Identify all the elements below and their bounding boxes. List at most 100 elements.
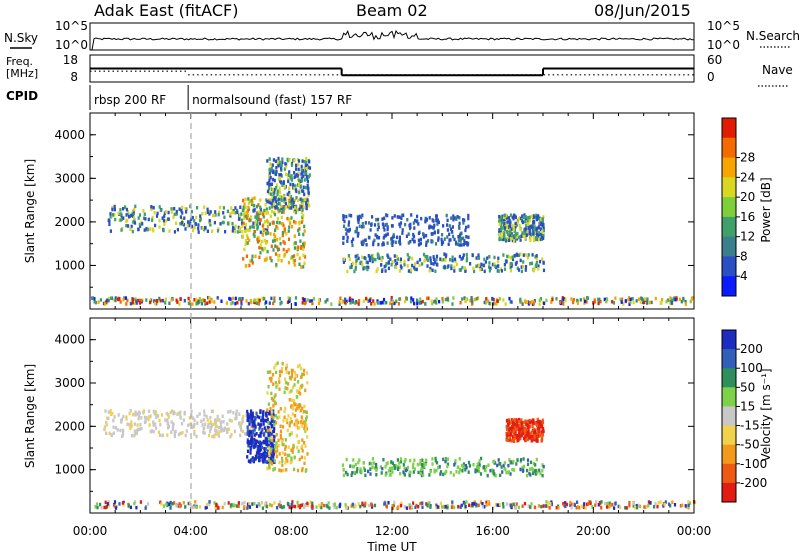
data-point <box>272 373 275 377</box>
data-point <box>500 465 503 469</box>
data-point <box>281 505 284 510</box>
data-point <box>387 255 390 259</box>
data-point <box>183 298 186 303</box>
data-point <box>416 260 419 265</box>
data-point <box>344 503 347 507</box>
data-point <box>264 454 267 459</box>
data-point <box>435 297 438 301</box>
data-point <box>512 502 515 507</box>
data-point <box>383 216 386 221</box>
data-point <box>250 425 253 429</box>
data-point <box>364 473 367 478</box>
data-point <box>435 254 439 259</box>
data-point <box>514 426 517 431</box>
data-point <box>290 174 293 178</box>
data-point <box>172 411 175 416</box>
data-point <box>386 227 389 232</box>
data-point <box>268 439 271 443</box>
data-point <box>435 214 438 218</box>
data-point <box>272 447 275 452</box>
data-point <box>377 242 380 247</box>
data-point <box>245 254 248 258</box>
data-point <box>413 226 416 230</box>
data-point <box>526 462 530 467</box>
data-point <box>274 393 277 397</box>
data-point <box>269 412 272 416</box>
data-point <box>507 438 510 443</box>
data-point <box>517 417 520 422</box>
data-point <box>369 467 372 471</box>
data-point <box>226 430 229 434</box>
data-point <box>451 234 455 239</box>
data-point <box>195 301 198 306</box>
data-point <box>453 269 456 273</box>
data-point <box>360 215 363 220</box>
data-point <box>163 222 166 226</box>
data-point <box>278 387 281 391</box>
data-point <box>342 217 345 221</box>
data-point <box>179 416 182 420</box>
data-point <box>387 469 391 473</box>
nsky-panel-frame <box>89 22 695 51</box>
data-point <box>422 473 425 477</box>
data-point <box>367 265 370 270</box>
data-point <box>184 227 187 231</box>
data-point <box>645 505 648 509</box>
data-point <box>306 298 309 302</box>
data-point <box>206 301 209 305</box>
data-point <box>467 470 470 474</box>
data-point <box>327 501 330 505</box>
data-point <box>226 422 229 426</box>
data-point <box>281 361 284 366</box>
data-point <box>510 264 513 268</box>
data-point <box>272 429 275 434</box>
data-point <box>164 297 167 301</box>
data-point <box>542 261 545 265</box>
data-point <box>275 454 278 459</box>
data-point <box>141 222 144 226</box>
data-point <box>628 500 631 505</box>
data-point <box>175 209 178 214</box>
data-point <box>298 256 301 261</box>
data-point <box>425 217 428 221</box>
data-point <box>481 502 484 506</box>
data-point <box>108 222 111 227</box>
data-point <box>368 258 371 263</box>
data-point <box>377 253 380 258</box>
data-point <box>536 232 539 237</box>
data-point <box>514 505 518 509</box>
data-point <box>161 433 164 438</box>
data-point <box>513 213 516 217</box>
nave-tick-top: 60 <box>707 53 722 67</box>
data-point <box>151 227 154 231</box>
data-point <box>341 463 344 467</box>
data-point <box>305 206 308 211</box>
data-point <box>161 216 164 220</box>
data-point <box>485 500 488 505</box>
data-point <box>264 203 267 207</box>
data-point <box>284 162 287 166</box>
data-point <box>447 264 450 268</box>
data-point <box>302 174 305 178</box>
data-point <box>267 444 270 448</box>
data-point <box>542 426 545 431</box>
data-point <box>196 206 199 210</box>
data-point <box>620 297 624 301</box>
data-point <box>305 167 308 171</box>
data-point <box>241 417 244 421</box>
data-point <box>382 236 385 240</box>
data-point <box>434 459 437 463</box>
data-point <box>518 429 521 434</box>
data-point <box>551 297 554 302</box>
data-point <box>133 301 136 306</box>
data-point <box>243 208 246 213</box>
data-point <box>244 222 248 227</box>
data-point <box>296 174 299 178</box>
data-point <box>266 211 269 215</box>
data-point <box>417 505 420 509</box>
colorbar-swatch <box>722 482 736 503</box>
data-point <box>390 224 394 228</box>
data-point <box>288 170 291 174</box>
data-point <box>124 205 127 209</box>
data-point <box>301 208 304 212</box>
